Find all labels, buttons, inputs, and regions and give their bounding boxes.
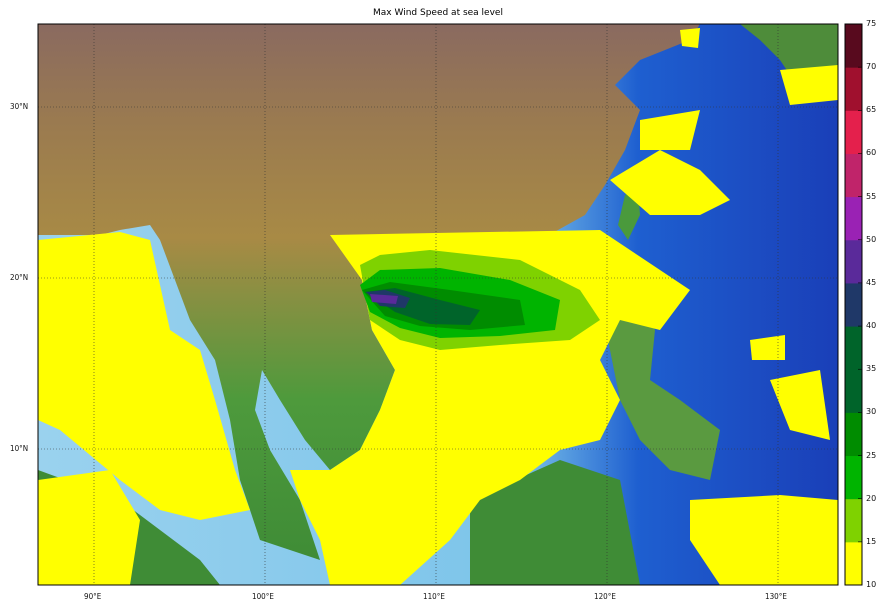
- colorbar-tick-label: 35: [866, 364, 877, 374]
- colorbar-bin-20-25: [845, 455, 862, 500]
- colorbar-frame: [844, 23, 863, 586]
- colorbar-tick-label: 75: [866, 19, 877, 28]
- land-mainland-asia: [38, 24, 700, 560]
- colorbar-bin-25-30: [845, 412, 862, 457]
- map-frame: [37, 23, 839, 586]
- lat-label: 20°N: [10, 273, 29, 282]
- colorbar-bin-60-65: [845, 110, 862, 154]
- colorbar-bin-70-75: [845, 24, 862, 68]
- colorbar-bin-30-35: [845, 369, 862, 413]
- colorbar-tick-label: 60: [866, 148, 877, 158]
- lon-label: 100°E: [252, 592, 274, 601]
- colorbar-bin-15-20: [845, 498, 862, 543]
- colorbar-bin-65-70: [845, 67, 862, 111]
- colorbar-tick-label: 20: [866, 493, 877, 503]
- colorbar-tick-label: 40: [866, 321, 877, 331]
- lon-label: 130°E: [765, 592, 787, 601]
- colorbar-bin-35-40: [845, 326, 862, 370]
- lon-label: 110°E: [423, 592, 445, 601]
- colorbar-tick-label: 50: [866, 234, 877, 244]
- lon-label: 120°E: [594, 592, 616, 601]
- colorbar-bin-55-60: [845, 153, 862, 198]
- colorbar: [845, 23, 862, 586]
- colorbar-tick-label: 45: [866, 277, 877, 287]
- colorbar-tick-label: 30: [866, 407, 877, 417]
- lat-label: 10°N: [10, 444, 29, 453]
- colorbar-tick-label: 65: [866, 105, 877, 115]
- lon-label: 90°E: [84, 592, 102, 601]
- wind-band-45-50: [370, 294, 398, 304]
- colorbar-bin-40-45: [845, 282, 862, 327]
- colorbar-tick-label: 70: [866, 62, 877, 72]
- colorbar-tick-label: 55: [866, 191, 877, 201]
- land-borneo: [470, 460, 640, 585]
- colorbar-bin-10-15: [845, 541, 862, 586]
- chart-title: Max Wind Speed at sea level: [373, 8, 503, 18]
- colorbar-tick-label: 15: [866, 536, 877, 546]
- colorbar-bin-50-55: [845, 196, 862, 241]
- graticule: [38, 24, 838, 585]
- colorbar-tick-label: 25: [866, 450, 877, 460]
- lat-label: 30°N: [10, 102, 29, 111]
- land-philippines: [600, 300, 720, 480]
- colorbar-tick-label: 10: [866, 580, 877, 589]
- colorbar-bin-45-50: [845, 239, 862, 284]
